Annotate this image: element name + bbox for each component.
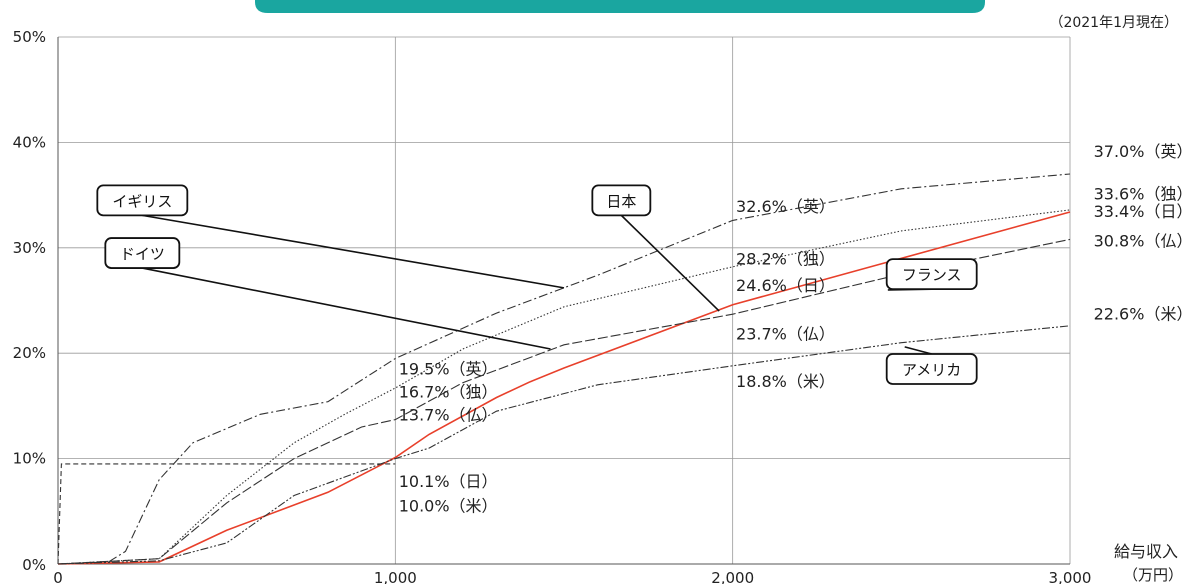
series-name-label: フランス [902,266,962,284]
x-axis-unit: （万円） [1123,566,1183,584]
data-label: 30.8%（仏） [1094,232,1187,251]
series-name-box-frame [885,258,978,291]
y-tick-label: 50% [13,28,46,46]
axes: 0% 10% 20% 30% 40% 50% 0 1,000 2,000 3,000 [13,28,1092,587]
leader-line [142,267,551,350]
y-tick-label: 0% [22,556,46,574]
x-tick-label: 3,000 [1049,569,1092,584]
data-label: 18.8%（米） [736,372,835,391]
grid [57,36,1071,565]
data-label: 33.6%（独） [1094,184,1187,203]
x-tick-label: 2,000 [711,569,754,584]
series-name-label: イギリス [112,192,172,210]
y-tick-label: 20% [13,344,46,362]
leader-line [620,214,720,312]
series-line [57,173,1071,565]
data-label: 28.2%（独） [736,250,835,269]
data-label: 19.5%（英） [399,359,498,378]
series-name-box-frame [591,184,652,217]
series-name-label: 日本 [606,192,636,210]
x-tick-label: 1,000 [374,569,417,584]
data-label: 37.0%（英） [1094,142,1187,161]
x-tick-label: 0 [53,569,63,584]
data-label: 22.6%（米） [1094,304,1187,323]
header-banner [255,0,985,13]
series-name-box: アメリカ [885,353,978,385]
data-label: 33.4%（日） [1094,202,1187,221]
series-line [57,211,1071,565]
series-name-box-frame [96,184,189,217]
data-label: 32.6%（英） [736,197,835,216]
date-note: （2021年1月現在） [1049,15,1178,31]
y-tick-label: 30% [13,239,46,257]
data-label: 13.7%（仏） [399,406,498,425]
data-labels: 10.1%（日） 10.0%（米） 19.5%（英） 16.7%（独） 13.7%（仏）… [399,142,1187,515]
series-line [57,238,1071,565]
series [57,173,1071,565]
series-name-box: イギリス [96,184,189,217]
series-name-box-frame [885,353,978,385]
data-label: 10.0%（米） [399,496,498,515]
data-label: 23.7%（仏） [736,324,835,343]
series-name-box: ドイツ [104,237,181,269]
series-name-box: フランス [885,258,978,291]
series-name-box: 日本 [591,184,652,217]
series-name-label: アメリカ [902,361,961,379]
series-line [57,325,1071,565]
threshold-line [57,463,396,565]
leader-line [142,214,565,289]
x-axis-label: 給与収入 [1114,542,1178,561]
series-line [57,209,1071,565]
series-name-label: ドイツ [120,245,165,263]
data-label: 10.1%（日） [399,472,498,491]
leader-line [904,346,932,355]
series-name-box-frame [104,237,181,269]
data-label: 24.6%（日） [736,276,835,295]
data-label: 16.7%（独） [399,382,498,401]
y-tick-label: 10% [13,450,46,468]
y-tick-label: 40% [13,133,46,151]
